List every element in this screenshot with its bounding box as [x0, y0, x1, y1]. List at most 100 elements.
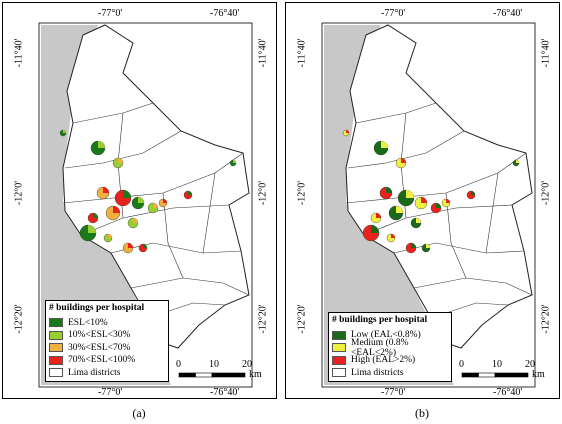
ocean — [324, 25, 454, 385]
hospital-marker-slice — [421, 197, 427, 203]
legend-label: Medium (0.8%<EAL<2%) — [351, 337, 409, 358]
hospital-marker-slice — [163, 199, 167, 203]
hospital-marker-slice — [113, 206, 120, 213]
latitude-label: -12°20' — [257, 304, 269, 334]
legend-swatch — [332, 343, 346, 353]
hospital-marker-slice — [396, 206, 403, 213]
legend-title: # buildings per hospital — [49, 302, 145, 313]
hospital-marker-slice — [401, 158, 406, 163]
caption: (b) — [415, 406, 429, 420]
latitude-label: -11°40' — [296, 38, 308, 68]
legend-label: Lima districts — [351, 367, 404, 378]
legend-label: Lima districts — [68, 367, 121, 378]
hospital-marker-slice — [426, 244, 430, 248]
district-border — [130, 277, 250, 296]
longitude-label: -77°0' — [98, 387, 123, 398]
hospital-marker-slice — [153, 203, 158, 208]
hospital-marker-slice — [233, 160, 236, 163]
legend-item: 10%<ESL<30% — [49, 329, 165, 342]
latitude-label: -12°0' — [540, 180, 552, 206]
legend-label: 70%<ESL<100% — [68, 355, 136, 366]
legend-item: 30%<ESL<70% — [49, 342, 165, 355]
latitude-label: -12°0' — [257, 180, 269, 206]
legend-label: Low (EAL<0.8%) — [351, 330, 421, 341]
scale-bar — [178, 372, 196, 378]
district-border — [347, 130, 465, 169]
latitude-label: -12°20' — [13, 304, 25, 334]
district-border — [64, 130, 182, 169]
legend: # buildings per hospital ESL<10% 10%<ESL<3… — [45, 299, 169, 382]
scale-bar — [478, 372, 496, 378]
legend-label: ESL<10% — [68, 317, 108, 328]
hospital-marker-slice — [63, 130, 66, 133]
scale-label: 0 — [459, 359, 464, 370]
legend-title: # buildings per hospital — [332, 315, 428, 325]
legend-label: 10%<ESL<30% — [68, 330, 131, 341]
district-border — [202, 172, 216, 254]
hospital-marker-slice — [346, 130, 349, 133]
longitude-label: -76°40' — [210, 8, 240, 19]
legend-item: Lima districts — [332, 367, 448, 380]
hospital-marker-slice — [138, 197, 144, 203]
hospital-marker-slice — [416, 218, 421, 223]
hospital-marker-slice — [103, 187, 109, 193]
hospital-marker-slice — [98, 141, 105, 148]
hospital-marker-slice — [371, 225, 379, 233]
legend-swatch — [332, 355, 346, 365]
hospital-marker-slice — [381, 141, 388, 148]
scale-label: 20 — [525, 359, 535, 370]
longitude-label: -76°40' — [493, 387, 523, 398]
hospital-marker-slice — [376, 213, 381, 218]
scale-label: 10 — [492, 359, 502, 370]
latitude-label: -12°20' — [296, 304, 308, 334]
legend-item: Low (EAL<0.8%) — [332, 329, 448, 342]
longitude-label: -77°0' — [98, 8, 123, 19]
hospital-marker-slice — [188, 191, 192, 195]
latitude-label: -12°20' — [540, 304, 552, 334]
legend-label: 30%<ESL<70% — [68, 342, 131, 353]
scale-unit: km — [532, 369, 545, 380]
scale-label: 20 — [242, 359, 252, 370]
latitude-label: -11°40' — [540, 38, 552, 68]
hospital-marker-slice — [128, 243, 133, 248]
legend: # buildings per hospital Low (EAL<0.8%) Me… — [328, 312, 452, 382]
hospital-marker-slice — [471, 191, 475, 195]
legend-item: ESL<10% — [49, 317, 165, 330]
scale-bar — [461, 372, 479, 378]
hospital-marker-slice — [391, 234, 395, 238]
scale-unit: km — [249, 369, 262, 380]
latitude-label: -12°0' — [13, 180, 25, 206]
hospital-marker-slice — [411, 243, 416, 248]
district-border — [485, 172, 499, 254]
legend-swatch — [49, 355, 63, 365]
latitude-label: -12°0' — [296, 180, 308, 206]
latitude-label: -11°40' — [257, 38, 269, 68]
legend-swatch — [332, 368, 346, 378]
scale-bar — [211, 372, 246, 378]
hospital-marker-slice — [108, 234, 112, 238]
scale-bar — [494, 372, 529, 378]
legend-swatch — [49, 343, 63, 353]
hospital-marker-slice — [516, 160, 519, 163]
longitude-label: -76°40' — [493, 8, 523, 19]
hospital-marker-slice — [123, 190, 131, 198]
hospital-marker-slice — [133, 218, 138, 223]
hospital-marker-slice — [446, 199, 450, 203]
scale-label: 0 — [176, 359, 181, 370]
map-panel: 0 10 20 km -77°0' -76°40' -77°0' -76°40' -11°40'… — [2, 2, 277, 399]
hospital-marker-slice — [93, 213, 98, 218]
scale-label: 10 — [209, 359, 219, 370]
legend-label: High (EAL>2%) — [351, 355, 416, 366]
legend-swatch — [49, 330, 63, 340]
hospital-marker-slice — [386, 187, 392, 193]
longitude-label: -77°0' — [381, 387, 406, 398]
district-border — [162, 192, 184, 279]
scale-bar — [195, 372, 213, 378]
longitude-label: -77°0' — [381, 8, 406, 19]
hospital-marker-slice — [436, 203, 441, 208]
district-border — [363, 204, 513, 236]
hospital-marker-slice — [406, 190, 414, 198]
latitude-label: -11°40' — [13, 38, 25, 68]
legend-item: Medium (0.8%<EAL<2%) — [332, 338, 448, 358]
